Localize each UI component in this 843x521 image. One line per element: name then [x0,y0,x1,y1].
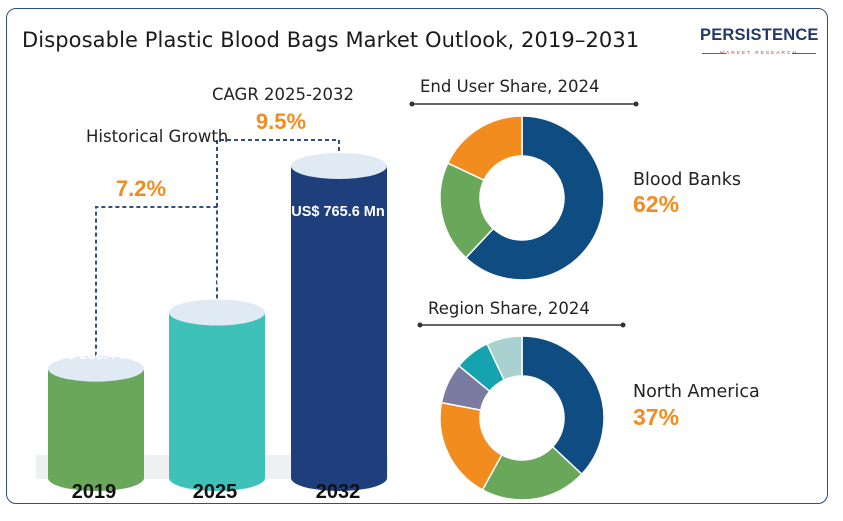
bar-top-2025 [169,299,265,326]
end-user-title-rule-dot-left [409,101,415,107]
region-pie-title: Region Share, 2024 [428,299,590,318]
bar-top-2032 [291,153,387,179]
chart-title: Disposable Plastic Blood Bags Market Out… [22,28,640,52]
logo-name: PERSISTENCE [700,26,819,44]
end-user-highlight-label: Blood Banks [633,170,742,190]
logo-rule-right [792,53,816,54]
bar-value-2019: US$ 268.4 Mn [47,347,141,363]
region-highlight-value: 37% [633,404,680,430]
region-hole [480,376,564,460]
logo-rule-left [702,53,726,54]
end-user-title-rule-dot-right [633,101,639,107]
region-highlight-label: North America [633,382,760,402]
x-tick-2025: 2025 [192,481,238,503]
historical-growth-value: 7.2% [115,176,167,201]
cagr-value: 9.5% [255,109,307,134]
bar-2025 [169,312,265,491]
bar-value-2032: US$ 765.6 Mn [291,204,385,220]
bar-2019 [48,368,144,491]
logo-tagline: MARKET RESEARCH [720,51,798,56]
bar-2032 [291,166,387,491]
bar-value-2025: US$ 406.2 Mn [168,274,262,290]
bar-top-2019 [48,355,144,382]
end-user-highlight-value: 62% [633,191,680,217]
x-tick-2019: 2019 [71,481,117,503]
cagr-label: CAGR 2025-2032 [212,85,354,104]
end-user-pie-title: End User Share, 2024 [420,77,600,96]
connector-cagr [216,139,340,207]
connector-historical [95,206,218,356]
historical-growth-label: Historical Growth [86,127,229,146]
x-tick-2032: 2032 [315,481,361,503]
end-user-hole [480,156,564,240]
region-title-rule-dot-right [620,322,626,328]
company-logo: PERSISTENCE MARKET RESEARCH [700,26,818,62]
region-title-rule-dot-left [417,322,423,328]
